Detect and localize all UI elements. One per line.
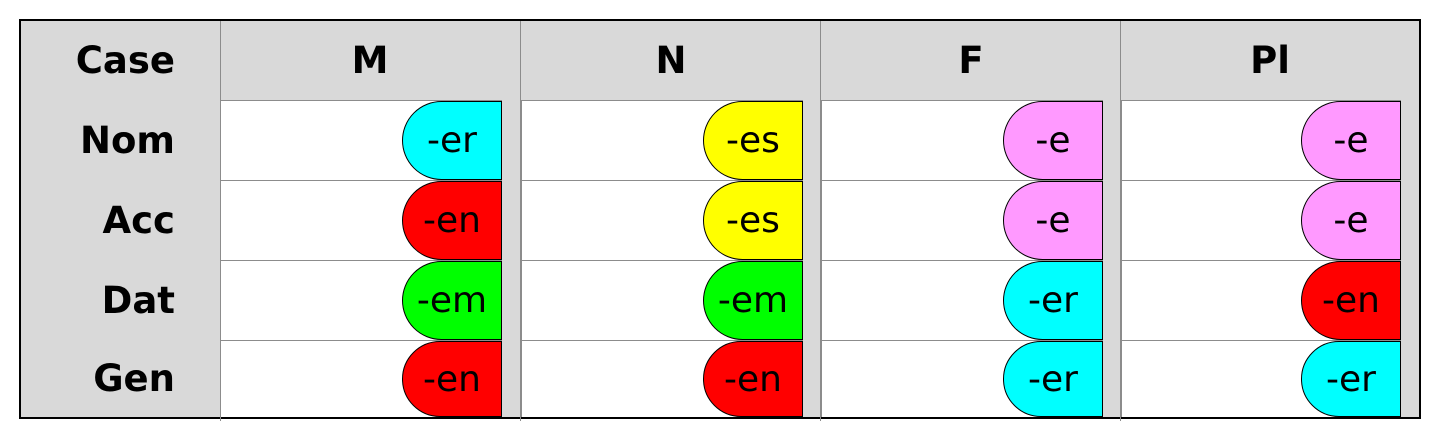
ending-badge: -e — [1301, 181, 1401, 260]
table-header-row: Case M N F Pl — [21, 21, 1419, 100]
table-row: Gen -en -en -er -er — [21, 340, 1419, 417]
ending-cell: -e — [821, 100, 1103, 180]
ending-cell: -en — [220, 340, 502, 417]
ending-badge: -er — [1003, 261, 1103, 340]
declension-table: Case M N F Pl Nom -er -es -e -e Acc -en … — [19, 19, 1421, 421]
ending-badge: -en — [402, 181, 502, 260]
case-label: Acc — [102, 198, 175, 242]
ending-badge: -em — [402, 261, 502, 340]
ending-cell: -en — [220, 180, 502, 260]
ending-cell: -em — [220, 260, 502, 340]
ending-badge: -es — [703, 101, 803, 180]
ending-cell: -er — [1121, 340, 1401, 417]
ending-cell: -e — [1121, 100, 1401, 180]
table-row: Dat -em -em -er -en — [21, 260, 1419, 340]
ending-cell: -en — [521, 340, 803, 417]
ending-badge: -em — [703, 261, 803, 340]
ending-badge: -en — [1301, 261, 1401, 340]
ending-badge: -en — [703, 341, 803, 417]
ending-badge: -es — [703, 181, 803, 260]
ending-cell: -es — [521, 100, 803, 180]
ending-cell: -e — [1121, 180, 1401, 260]
ending-badge: -er — [1301, 341, 1401, 417]
column-divider — [520, 21, 521, 421]
column-header-pl: Pl — [1250, 39, 1290, 82]
ending-badge: -e — [1301, 101, 1401, 180]
ending-cell: -er — [821, 260, 1103, 340]
table-row: Nom -er -es -e -e — [21, 100, 1419, 180]
ending-badge: -e — [1003, 101, 1103, 180]
ending-cell: -er — [821, 340, 1103, 417]
column-divider — [1120, 21, 1121, 421]
ending-cell: -e — [821, 180, 1103, 260]
table-row: Acc -en -es -e -e — [21, 180, 1419, 260]
ending-cell: -er — [220, 100, 502, 180]
column-header-n: N — [655, 39, 687, 82]
ending-badge: -en — [402, 341, 502, 417]
case-label: Dat — [101, 278, 175, 322]
ending-badge: -er — [1003, 341, 1103, 417]
case-column-header: Case — [75, 39, 175, 82]
ending-cell: -en — [1121, 260, 1401, 340]
ending-cell: -em — [521, 260, 803, 340]
case-label: Nom — [80, 118, 175, 162]
column-header-m: M — [351, 39, 389, 82]
column-divider — [820, 21, 821, 421]
case-label: Gen — [93, 357, 175, 400]
ending-cell: -es — [521, 180, 803, 260]
column-header-f: F — [958, 39, 984, 82]
ending-badge: -e — [1003, 181, 1103, 260]
ending-badge: -er — [402, 101, 502, 180]
